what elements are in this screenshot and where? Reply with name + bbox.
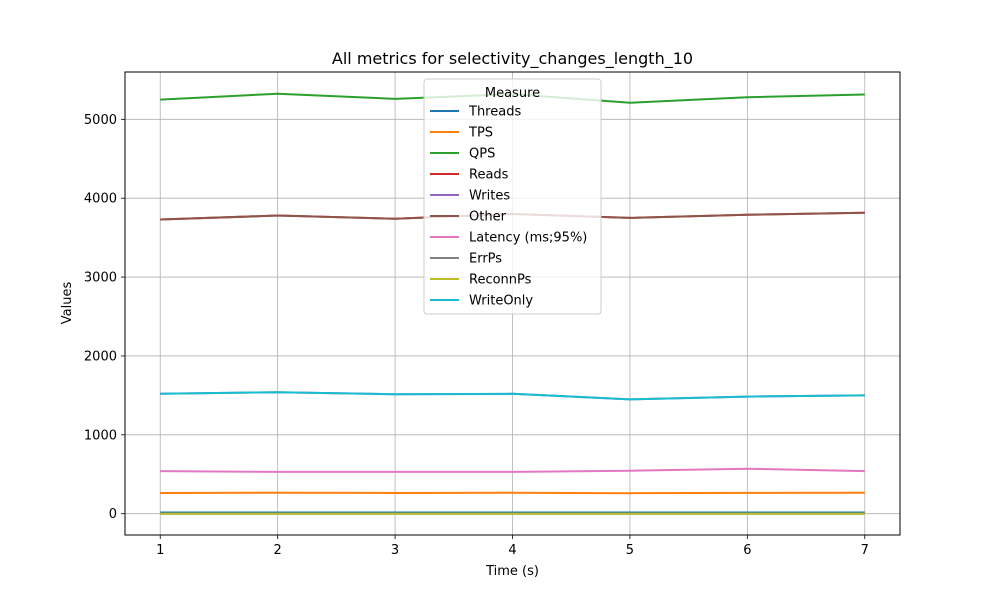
legend-items: Threads TPS QPS Reads Writes Other Latency (ms… (430, 105, 587, 309)
series-line-writeonly (160, 391, 865, 401)
x-tick-label: 7 (861, 543, 869, 558)
y-tick-label: 5000 (84, 113, 117, 128)
legend-label-latency-ms-95: Latency (ms;95%) (469, 231, 587, 246)
legend-title: Measure (485, 86, 540, 101)
legend-label-tps: TPS (468, 126, 493, 141)
y-tick-label: 1000 (84, 428, 117, 443)
legend: Measure Threads TPS QPS Reads Writes Other Lat… (423, 78, 602, 315)
x-tick-label: 5 (626, 543, 634, 558)
y-tick-label: 2000 (84, 349, 117, 364)
y-axis-title: Values (60, 282, 75, 325)
y-tick-label: 3000 (84, 271, 117, 286)
chart-title: All metrics for selectivity_changes_leng… (332, 49, 693, 69)
legend-label-qps: QPS (469, 147, 495, 162)
x-tick-label: 2 (274, 543, 282, 558)
legend-box (423, 78, 602, 315)
legend-label-writes: Writes (469, 189, 510, 204)
ticks: 1 2 3 4 5 6 7 0 1000 2000 3000 4000 5000 (84, 113, 869, 558)
legend-label-other: Other (469, 210, 507, 225)
y-tick-label: 0 (109, 507, 117, 522)
legend-label-reads: Reads (469, 168, 509, 183)
x-tick-label: 3 (391, 543, 399, 558)
legend-label-writeonly: WriteOnly (469, 294, 533, 309)
series-line-latency-ms-95 (160, 467, 865, 473)
x-tick-label: 6 (743, 543, 751, 558)
x-tick-label: 1 (156, 543, 164, 558)
legend-label-errps: ErrPs (469, 252, 502, 267)
x-tick-label: 4 (508, 543, 516, 558)
x-axis-title: Time (s) (485, 564, 539, 579)
legend-label-reconnps: ReconnPs (469, 273, 532, 288)
y-tick-label: 4000 (84, 192, 117, 207)
legend-label-threads: Threads (468, 105, 521, 120)
